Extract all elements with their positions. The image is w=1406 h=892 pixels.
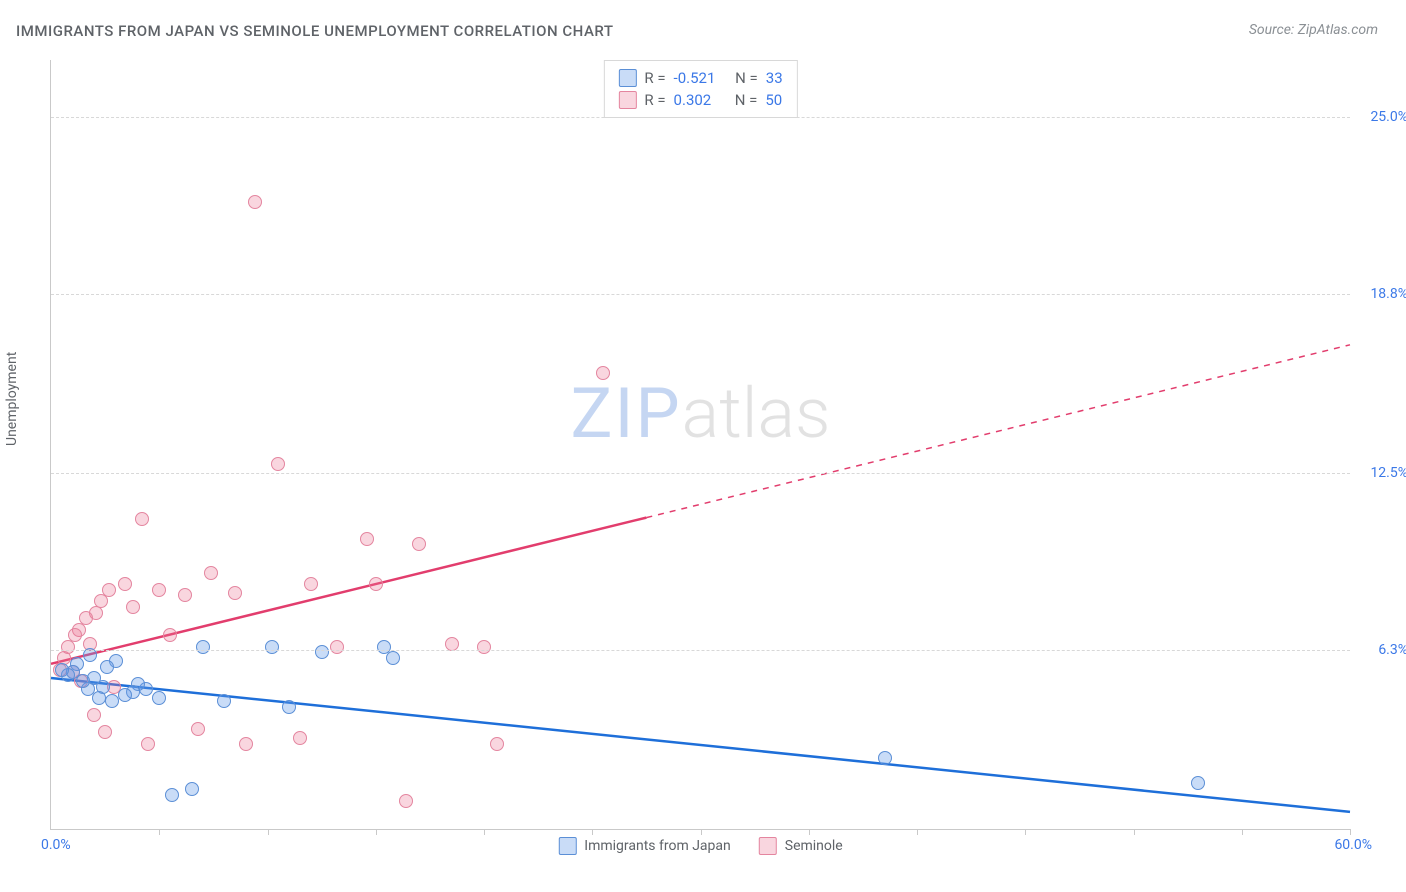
legend-item-seminole: Seminole <box>759 837 843 855</box>
x-max-label: 60.0% <box>1334 837 1372 853</box>
data-point-japan <box>185 782 199 796</box>
data-point-seminole <box>152 583 166 597</box>
data-point-japan <box>878 751 892 765</box>
y-tick-label: 25.0% <box>1370 109 1406 125</box>
y-tick-label: 18.8% <box>1370 286 1406 302</box>
data-point-seminole <box>248 195 262 209</box>
swatch-seminole <box>618 91 636 109</box>
n-value-japan: 33 <box>766 67 783 89</box>
data-point-seminole <box>369 577 383 591</box>
trend-lines <box>51 60 1350 829</box>
x-tick <box>1242 829 1243 835</box>
data-point-seminole <box>412 537 426 551</box>
data-point-seminole <box>178 588 192 602</box>
gridline <box>51 294 1350 295</box>
data-point-japan <box>377 640 391 654</box>
gridline <box>51 117 1350 118</box>
data-point-japan <box>386 651 400 665</box>
n-label: N = <box>735 67 758 89</box>
series-name-japan: Immigrants from Japan <box>584 838 730 854</box>
x-tick <box>917 829 918 835</box>
x-tick <box>592 829 593 835</box>
x-tick <box>159 829 160 835</box>
data-point-seminole <box>293 731 307 745</box>
legend-item-japan: Immigrants from Japan <box>558 837 730 855</box>
x-origin-label: 0.0% <box>41 837 71 853</box>
data-point-japan <box>196 640 210 654</box>
data-point-seminole <box>330 640 344 654</box>
r-value-seminole: 0.302 <box>674 89 712 111</box>
series-name-seminole: Seminole <box>785 838 843 854</box>
data-point-seminole <box>399 794 413 808</box>
x-tick <box>268 829 269 835</box>
data-point-seminole <box>141 737 155 751</box>
data-point-seminole <box>87 708 101 722</box>
y-tick-label: 12.5% <box>1370 465 1406 481</box>
r-value-japan: -0.521 <box>674 67 716 89</box>
y-axis-label: Unemployment <box>4 352 20 446</box>
data-point-japan <box>1191 776 1205 790</box>
data-point-seminole <box>596 366 610 380</box>
n-label: N = <box>735 89 758 111</box>
r-label: R = <box>644 67 665 89</box>
x-tick <box>1134 829 1135 835</box>
data-point-japan <box>55 663 69 677</box>
data-point-japan <box>152 691 166 705</box>
data-point-seminole <box>135 512 149 526</box>
data-point-japan <box>315 645 329 659</box>
data-point-seminole <box>477 640 491 654</box>
chart-container: IMMIGRANTS FROM JAPAN VS SEMINOLE UNEMPL… <box>0 0 1406 892</box>
data-point-seminole <box>304 577 318 591</box>
data-point-seminole <box>98 725 112 739</box>
source-label: Source: ZipAtlas.com <box>1249 22 1378 38</box>
data-point-japan <box>165 788 179 802</box>
data-point-seminole <box>191 722 205 736</box>
data-point-japan <box>265 640 279 654</box>
watermark-atlas: atlas <box>682 373 831 455</box>
correlation-legend: R = -0.521 N = 33 R = 0.302 N = 50 <box>603 60 797 118</box>
gridline <box>51 473 1350 474</box>
data-point-seminole <box>490 737 504 751</box>
data-point-japan <box>217 694 231 708</box>
data-point-japan <box>282 700 296 714</box>
legend-row-seminole: R = 0.302 N = 50 <box>618 89 782 111</box>
data-point-seminole <box>271 457 285 471</box>
data-point-seminole <box>360 532 374 546</box>
data-point-japan <box>105 694 119 708</box>
chart-title: IMMIGRANTS FROM JAPAN VS SEMINOLE UNEMPL… <box>16 22 613 40</box>
data-point-seminole <box>239 737 253 751</box>
data-point-japan <box>118 688 132 702</box>
x-tick <box>701 829 702 835</box>
swatch-japan <box>618 69 636 87</box>
x-tick <box>809 829 810 835</box>
data-point-seminole <box>126 600 140 614</box>
data-point-japan <box>100 660 114 674</box>
r-label: R = <box>644 89 665 111</box>
gridline <box>51 650 1350 651</box>
data-point-seminole <box>228 586 242 600</box>
x-tick <box>1025 829 1026 835</box>
n-value-seminole: 50 <box>765 89 782 111</box>
y-tick-label: 6.3% <box>1378 642 1406 658</box>
plot-area: ZIPatlas R = -0.521 N = 33 R = 0.302 N =… <box>50 60 1350 830</box>
legend-row-japan: R = -0.521 N = 33 <box>618 67 782 89</box>
data-point-seminole <box>118 577 132 591</box>
data-point-seminole <box>163 628 177 642</box>
x-tick <box>376 829 377 835</box>
swatch-japan <box>558 837 576 855</box>
x-tick <box>484 829 485 835</box>
watermark-zip: ZIP <box>571 373 682 455</box>
swatch-seminole <box>759 837 777 855</box>
data-point-seminole <box>204 566 218 580</box>
x-tick <box>1350 829 1351 835</box>
series-legend: Immigrants from Japan Seminole <box>558 837 842 855</box>
watermark: ZIPatlas <box>571 373 831 455</box>
